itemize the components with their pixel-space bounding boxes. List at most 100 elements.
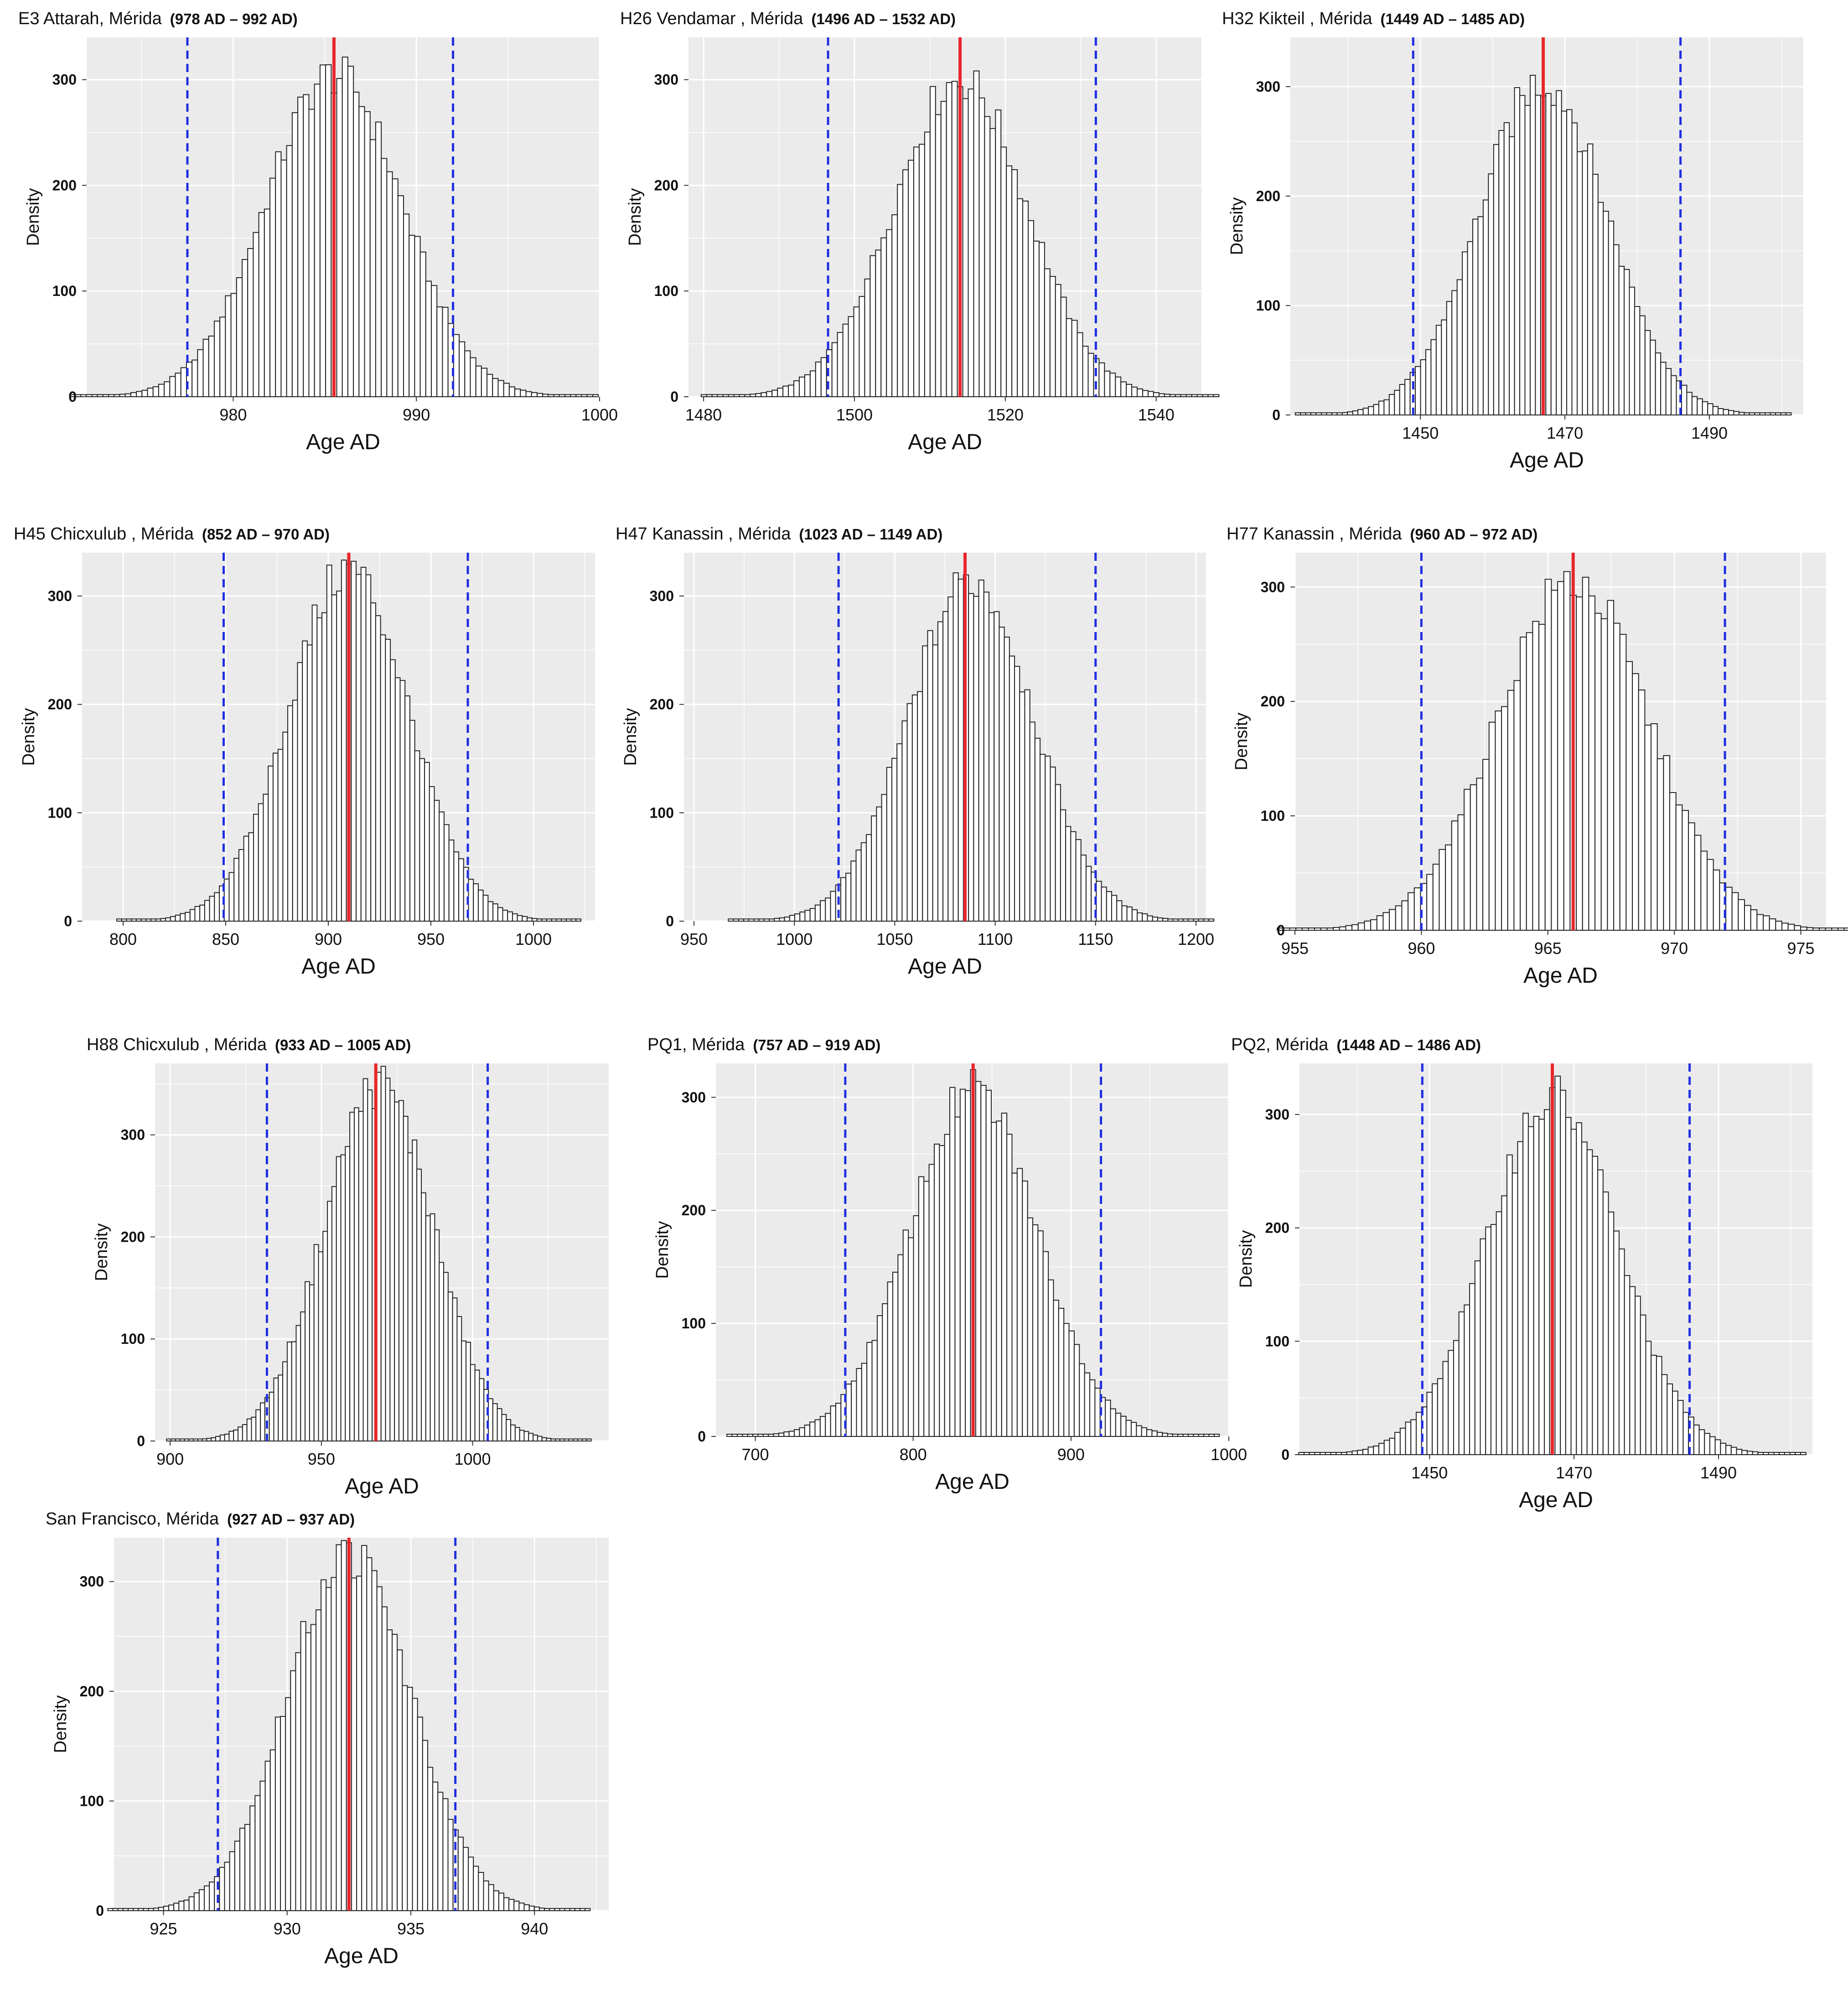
histogram-bar: [1080, 855, 1087, 922]
y-axis-label: Density: [24, 188, 43, 246]
histogram-bar: [1513, 680, 1521, 931]
histogram-bar: [1213, 394, 1220, 397]
histogram-bar: [975, 1081, 982, 1437]
histogram-bar: [783, 1431, 790, 1437]
histogram-bar: [1571, 122, 1578, 415]
histogram-bar: [314, 83, 321, 398]
histogram-bar: [870, 255, 876, 397]
y-tick-label: 300: [682, 1089, 706, 1105]
histogram-bar: [117, 1908, 124, 1911]
age-range: (933 AD – 1005 AD): [274, 1037, 411, 1053]
histogram-bar: [253, 232, 259, 397]
histogram-bar: [175, 373, 181, 398]
histogram-bar: [342, 57, 348, 397]
histogram-bar: [1068, 1330, 1075, 1437]
histogram-bar: [286, 1342, 292, 1442]
histogram-bar: [1456, 279, 1463, 415]
histogram-bar: [369, 139, 376, 397]
histogram-bar: [224, 1861, 230, 1912]
histogram-bar: [253, 814, 259, 922]
histogram-bar: [901, 720, 908, 922]
histogram-bar: [1157, 917, 1164, 922]
histogram-bar: [1425, 349, 1432, 415]
histogram-bar: [1298, 1452, 1305, 1455]
histogram-bar: [809, 908, 816, 922]
histogram-bar: [537, 1436, 543, 1441]
y-tick-label: 200: [650, 696, 674, 713]
histogram-bar: [1629, 1286, 1636, 1455]
histogram-bar: [1730, 1446, 1737, 1456]
histogram-bar: [121, 918, 127, 922]
y-tick-label: 0: [96, 1902, 104, 1919]
histogram-bar: [1330, 1452, 1337, 1455]
histogram-bar: [1188, 918, 1194, 922]
histogram-bar: [1115, 376, 1122, 398]
histogram-bar: [1001, 1112, 1008, 1437]
histogram-bar: [568, 1438, 574, 1442]
histogram-bar: [278, 1374, 284, 1441]
histogram-bar: [336, 591, 342, 922]
histogram-bar: [380, 1066, 386, 1441]
histogram-bar: [1639, 315, 1646, 415]
histogram-bar: [586, 394, 593, 397]
histogram-bar: [1672, 1390, 1678, 1455]
histogram-bar: [251, 1416, 257, 1441]
histogram-bar: [1096, 881, 1102, 922]
histogram-bar: [1055, 284, 1061, 397]
histogram-bar: [247, 248, 254, 397]
histogram-bar: [193, 1892, 200, 1911]
histogram-bar: [949, 1087, 956, 1437]
histogram-bar: [1702, 401, 1708, 415]
histogram-bar: [1656, 1356, 1662, 1455]
histogram-bar: [804, 910, 811, 922]
histogram-bar: [1746, 1451, 1753, 1456]
histogram-bar: [525, 391, 532, 397]
histogram-bar: [1153, 392, 1160, 397]
histogram-bar: [860, 842, 867, 922]
histogram-bar: [882, 1303, 888, 1437]
histogram-bar: [512, 913, 518, 922]
histogram-bar: [303, 94, 310, 397]
site-name: San Francisco, Mérida: [46, 1509, 219, 1529]
histogram-bar: [305, 1632, 311, 1911]
histogram-bar: [763, 918, 770, 922]
histogram-bar: [1594, 612, 1602, 931]
histogram-bar: [1667, 1383, 1673, 1455]
histogram-bar: [762, 1434, 769, 1437]
histogram-bar: [1331, 412, 1338, 416]
histogram-bar: [570, 394, 577, 397]
histogram-bar: [513, 1901, 520, 1911]
histogram-bar: [204, 900, 210, 922]
histogram-bar: [564, 1908, 570, 1911]
histogram-bar: [1608, 220, 1615, 415]
histogram-bar: [1137, 388, 1144, 397]
histogram-bar: [506, 1419, 512, 1441]
histogram-bar: [1415, 366, 1421, 415]
y-tick-label: 100: [650, 804, 674, 821]
histogram-bar: [1024, 689, 1030, 922]
histogram-bar: [248, 832, 254, 922]
x-tick-label: 800: [900, 1445, 927, 1464]
histogram-bar: [1563, 571, 1571, 931]
histogram-bar: [1172, 918, 1179, 922]
histogram-bar: [768, 918, 775, 922]
histogram-bar: [514, 389, 521, 398]
histogram-bar: [1130, 1422, 1137, 1437]
histogram-bar: [1373, 1446, 1380, 1456]
histogram-bar: [1320, 927, 1328, 931]
histogram-bar: [291, 1341, 297, 1441]
histogram-bar: [477, 889, 484, 922]
histogram-bar: [475, 365, 482, 397]
panel-title: H45 Chicxulub , Mérida (852 AD – 970 AD): [14, 524, 330, 544]
histogram-bar: [1426, 1391, 1433, 1455]
x-tick-label: 955: [1281, 939, 1309, 958]
histogram-bar: [820, 900, 826, 922]
y-tick-label: 100: [1261, 808, 1285, 824]
histogram-bar: [375, 121, 382, 397]
histogram-bar: [580, 1908, 586, 1911]
histogram-bar: [542, 394, 549, 397]
histogram-bar: [564, 1438, 569, 1442]
histogram-bar: [1004, 637, 1010, 922]
panel-title: San Francisco, Mérida (927 AD – 937 AD): [46, 1509, 355, 1529]
histogram-bar: [871, 1340, 878, 1437]
